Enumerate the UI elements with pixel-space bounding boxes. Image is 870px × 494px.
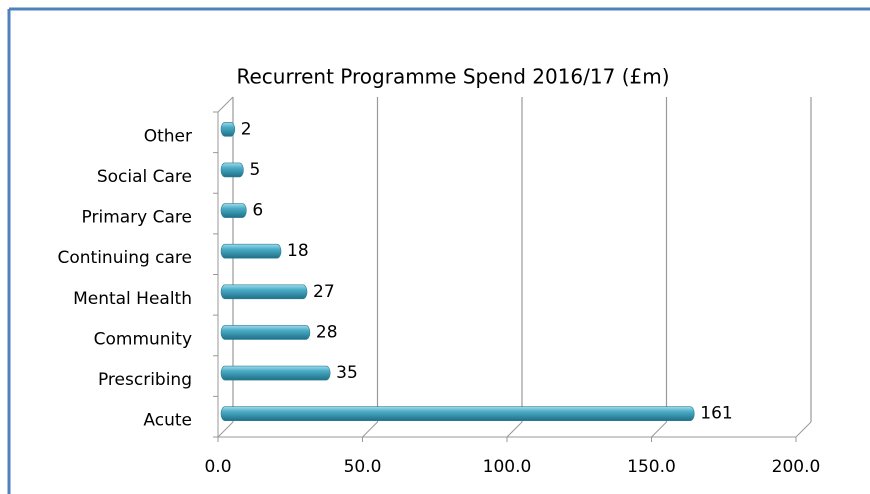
bar bbox=[220, 203, 247, 218]
value-label: 28 bbox=[316, 322, 338, 342]
x-tick-label: 50.0 bbox=[344, 457, 382, 477]
bar bbox=[220, 162, 244, 178]
bar bbox=[220, 325, 311, 340]
y-tick-label: Continuing care bbox=[57, 248, 192, 268]
y-axis-top bbox=[217, 96, 234, 113]
y-tick-label: Primary Care bbox=[82, 208, 192, 228]
y-tick-label: Community bbox=[94, 329, 192, 349]
bar bbox=[220, 122, 236, 137]
x-tick-label: 0.0 bbox=[204, 457, 231, 477]
bar bbox=[220, 284, 308, 300]
value-label: 5 bbox=[249, 160, 260, 180]
floor-line bbox=[362, 421, 378, 438]
x-tick-label: 200.0 bbox=[772, 457, 821, 477]
y-tick-label: Other bbox=[144, 126, 192, 146]
value-label: 27 bbox=[313, 282, 335, 302]
y-tick-label: Acute bbox=[143, 411, 192, 431]
value-label: 161 bbox=[700, 404, 732, 424]
floor-line bbox=[795, 421, 812, 438]
floor-line bbox=[651, 421, 667, 438]
bar bbox=[220, 365, 331, 381]
bar bbox=[220, 243, 282, 259]
value-label: 6 bbox=[252, 201, 263, 221]
y-tick-label: Social Care bbox=[97, 167, 192, 187]
value-label: 2 bbox=[241, 119, 252, 139]
chart-title: Recurrent Programme Spend 2016/17 (£m) bbox=[236, 65, 669, 89]
floor-line bbox=[506, 421, 523, 438]
bar bbox=[220, 406, 695, 421]
y-tick-label: Mental Health bbox=[73, 289, 192, 309]
value-label: 35 bbox=[336, 363, 358, 383]
x-tick-label: 100.0 bbox=[483, 457, 532, 477]
x-tick-label: 150.0 bbox=[627, 457, 676, 477]
floor-line bbox=[217, 421, 234, 438]
value-label: 18 bbox=[287, 241, 309, 261]
y-tick-label: Prescribing bbox=[98, 370, 192, 390]
